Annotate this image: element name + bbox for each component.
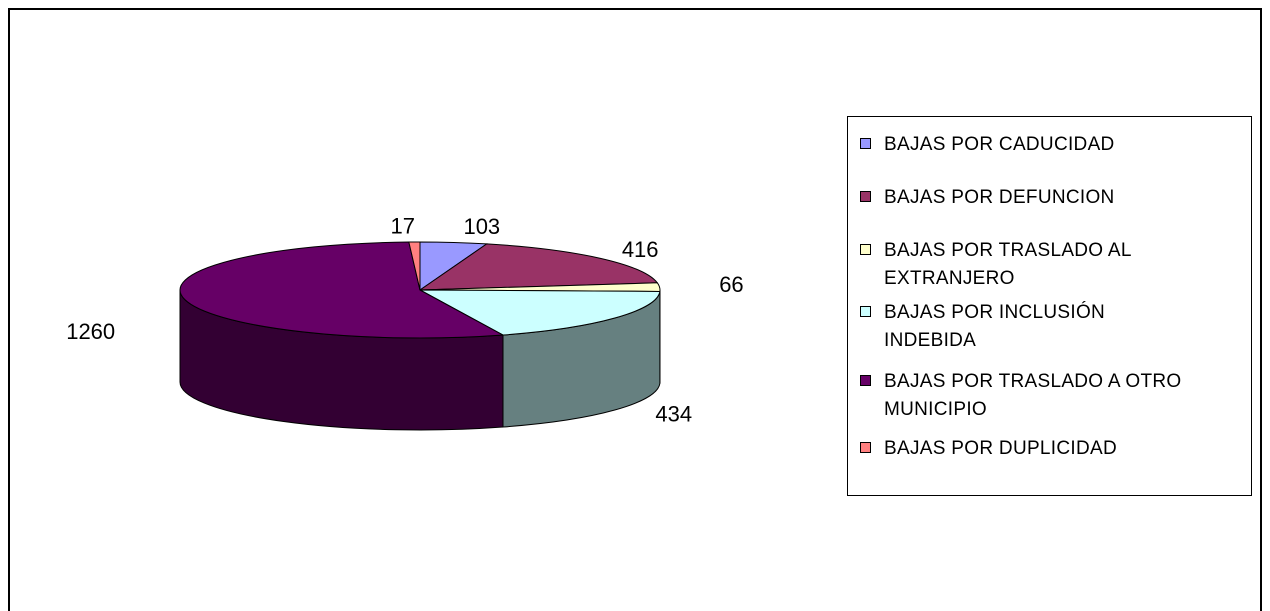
data-label-1: 416 [622, 237, 659, 262]
pie-slice-top-5 [408, 241, 421, 291]
legend-label-defuncion: BAJAS POR DEFUNCION [884, 187, 1115, 208]
pie-slice-top-3 [419, 289, 661, 336]
legend-swatch-caducidad [860, 138, 871, 149]
legend-item-extranjero: BAJAS POR TRASLADO AL EXTRANJERO [860, 237, 1245, 293]
legend-item-caducidad: BAJAS POR CADUCIDAD [860, 131, 1245, 159]
legend-swatch-defuncion [860, 191, 871, 202]
data-label-0: 103 [463, 214, 500, 239]
legend-item-municipio: BAJAS POR TRASLADO A OTRO MUNICIPIO [860, 368, 1245, 424]
legend-item-defuncion: BAJAS POR DEFUNCION [860, 184, 1245, 212]
legend-label-caducidad: BAJAS POR CADUCIDAD [884, 134, 1115, 155]
legend-label-municipio: BAJAS POR TRASLADO A OTRO MUNICIPIO [884, 371, 1182, 420]
chart-legend: BAJAS POR CADUCIDAD BAJAS POR DEFUNCION … [847, 116, 1252, 496]
legend-label-indebida: BAJAS POR INCLUSIÓN INDEBIDA [884, 302, 1106, 351]
legend-swatch-indebida [860, 306, 871, 317]
pie-slice-top-4 [179, 241, 505, 339]
legend-swatch-extranjero [860, 244, 871, 255]
legend-label-extranjero: BAJAS POR TRASLADO AL EXTRANJERO [884, 240, 1132, 289]
data-label-2: 66 [719, 272, 743, 297]
data-label-4: 1260 [66, 319, 115, 344]
pie-slice-top-1 [418, 243, 659, 291]
legend-item-duplicidad: BAJAS POR DUPLICIDAD [860, 435, 1245, 463]
chart-area: 103 416 66 434 1260 17 BAJAS POR CADUCIDAD BA… [8, 8, 1262, 611]
legend-swatch-duplicidad [860, 442, 871, 453]
pie-tops [179, 241, 661, 339]
legend-item-indebida: BAJAS POR INCLUSIÓN INDEBIDA [860, 299, 1245, 355]
legend-swatch-municipio [860, 375, 871, 386]
data-label-3: 434 [655, 401, 692, 426]
data-label-5: 17 [391, 213, 415, 238]
pie-data-labels: 103 416 66 434 1260 17 [66, 213, 743, 426]
legend-label-duplicidad: BAJAS POR DUPLICIDAD [884, 438, 1117, 459]
pie-chart: 103 416 66 434 1260 17 [66, 213, 744, 431]
